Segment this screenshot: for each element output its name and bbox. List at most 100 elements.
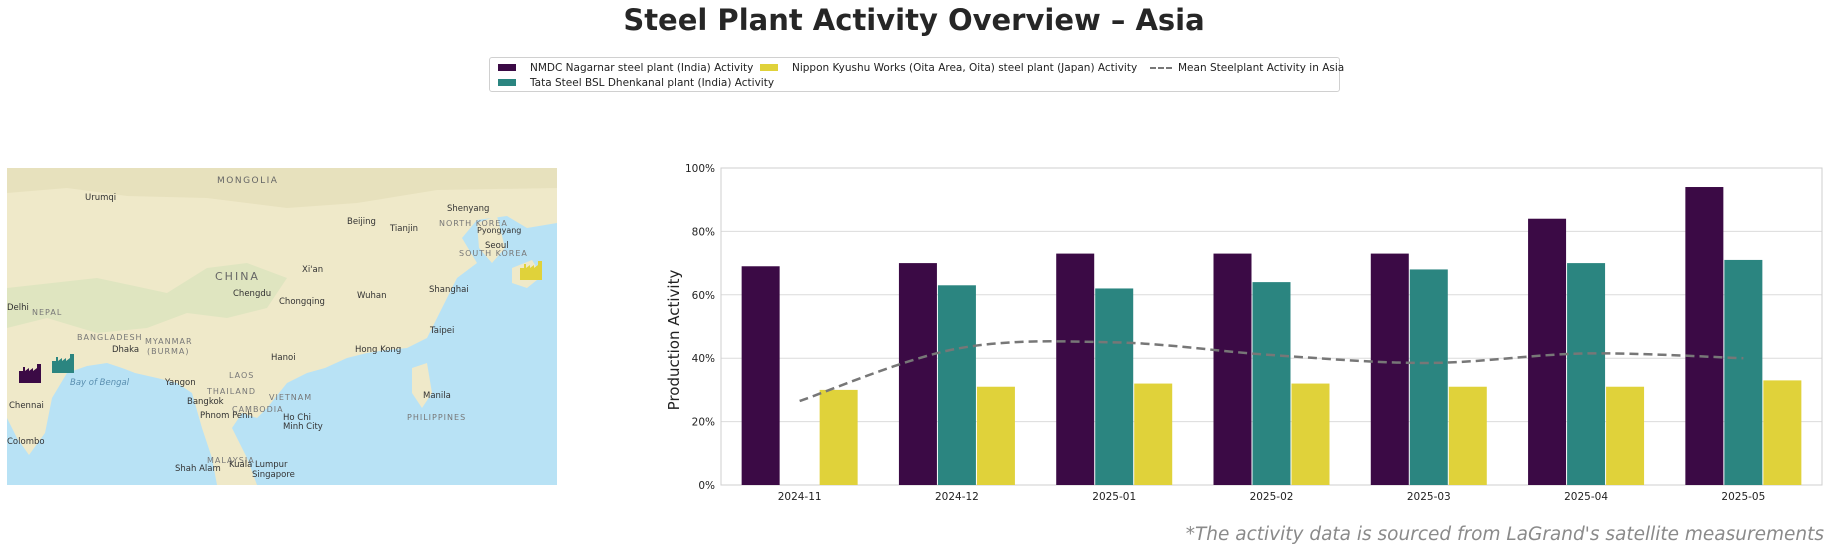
bar <box>1056 253 1095 485</box>
map-label-myanmar: MYANMAR <box>145 337 193 346</box>
map-label-chengdu: Chengdu <box>233 289 271 299</box>
factory-icon <box>520 261 542 280</box>
mountain-region <box>7 263 287 333</box>
y-tick-label: 40% <box>692 353 715 365</box>
y-axis-label: Production Activity <box>665 270 683 411</box>
bar <box>1448 386 1487 485</box>
bar <box>1291 383 1330 485</box>
map-label-seoul: Seoul <box>485 241 509 251</box>
bar <box>1528 218 1567 485</box>
map-label-shanghai: Shanghai <box>429 285 469 295</box>
map-canvas: MONGOLIA Urumqi Beijing Tianjin Shenyang… <box>7 168 557 485</box>
map-label-cambodia: CAMBODIA <box>232 405 284 414</box>
philippines-shape <box>412 363 432 408</box>
map-label-singapore: Singapore <box>252 470 295 480</box>
bars <box>741 187 1802 485</box>
map-label-minh-city: Minh City <box>283 422 323 432</box>
map-label-shah-alam: Shah Alam <box>175 464 221 474</box>
y-tick-label: 0% <box>698 480 715 492</box>
bar <box>1606 386 1645 485</box>
map-label-taipei: Taipei <box>429 326 454 336</box>
map-label-xian: Xi'an <box>302 265 323 275</box>
legend-swatch-nippon <box>760 64 778 71</box>
bar <box>1134 383 1173 485</box>
bar <box>1370 253 1409 485</box>
map-label-laos: LAOS <box>229 371 254 380</box>
map-label-hong-kong: Hong Kong <box>355 345 401 355</box>
y-tick-label: 60% <box>692 290 715 302</box>
factory-icon <box>19 364 41 383</box>
map-label-vietnam: VIETNAM <box>269 393 312 402</box>
map-label-beijing: Beijing <box>347 217 376 227</box>
mean-activity-line <box>799 340 1744 403</box>
legend-label-nippon: Nippon Kyushu Works (Oita Area, Oita) st… <box>792 62 1138 74</box>
chart-title: Steel Plant Activity Overview – Asia <box>623 3 1205 37</box>
map-label-north-korea: NORTH KOREA <box>439 219 508 228</box>
map-label-chongqing: Chongqing <box>279 297 325 307</box>
map-label-dhaka: Dhaka <box>112 345 139 355</box>
marker-nippon[interactable] <box>520 261 542 280</box>
legend-swatch-tata <box>498 79 516 86</box>
bar <box>1095 288 1134 485</box>
map-label-bangkok: Bangkok <box>187 397 224 407</box>
bar <box>1763 380 1802 485</box>
y-tick-label: 80% <box>692 226 715 238</box>
taiwan-shape <box>392 278 407 298</box>
x-tick-label: 2024-11 <box>778 491 822 503</box>
y-tick-label: 20% <box>692 417 715 429</box>
legend: NMDC Nagarnar steel plant (India) Activi… <box>489 57 1344 92</box>
map-label-wuhan: Wuhan <box>357 291 386 301</box>
mean-line-group <box>799 340 1744 403</box>
map-label-philippines: PHILIPPINES <box>407 413 466 422</box>
x-tick-labels: 2024-11 2024-12 2025-01 2025-02 2025-03 2025-… <box>778 491 1766 503</box>
map-label-phnom-penh: Phnom Penh <box>200 411 253 421</box>
y-tick-labels: 0% 20% 40% 60% 80% 100% <box>685 163 715 492</box>
map-label-bay-of-bengal: Bay of Bengal <box>70 378 130 388</box>
bar <box>1724 259 1763 485</box>
map-label-bangladesh: BANGLADESH <box>77 333 143 342</box>
x-tick-label: 2025-03 <box>1407 491 1451 503</box>
legend-label-nmdc: NMDC Nagarnar steel plant (India) Activi… <box>530 62 754 74</box>
bar <box>1213 253 1252 485</box>
map-label-ho-chi: Ho Chi <box>283 413 311 423</box>
land-mass <box>7 168 557 485</box>
map-label-china: CHINA <box>215 270 260 283</box>
bar <box>898 263 937 485</box>
map-label-manila: Manila <box>423 391 451 401</box>
map-label-chennai: Chennai <box>9 401 44 411</box>
map-label-hanoi: Hanoi <box>271 353 296 363</box>
footnote: *The activity data is sourced from LaGra… <box>1185 524 1824 545</box>
map-label-tianjin: Tianjin <box>389 224 418 234</box>
bar <box>1409 269 1448 485</box>
x-tick-label: 2025-05 <box>1721 491 1765 503</box>
map-label-burma: (BURMA) <box>147 347 190 356</box>
marker-tata[interactable] <box>52 354 74 373</box>
map-label-delhi: Delhi <box>7 303 29 313</box>
map-label-shenyang: Shenyang <box>447 204 489 214</box>
x-tick-label: 2025-04 <box>1564 491 1608 503</box>
legend-swatch-nmdc <box>498 64 516 71</box>
marker-nmdc[interactable] <box>19 364 41 383</box>
map-label-urumqi: Urumqi <box>85 193 116 203</box>
bar <box>741 266 780 485</box>
bar <box>819 389 858 485</box>
x-tick-label: 2024-12 <box>935 491 979 503</box>
asia-map: MONGOLIA Urumqi Beijing Tianjin Shenyang… <box>7 168 557 485</box>
legend-label-tata: Tata Steel BSL Dhenkanal plant (India) A… <box>530 77 775 89</box>
map-label-mongolia: MONGOLIA <box>217 176 278 186</box>
map-label-pyongyang: Pyongyang <box>477 226 521 235</box>
map-label-kuala-lumpur: Kuala Lumpur <box>229 460 288 470</box>
factory-icon <box>52 354 74 373</box>
x-tick-label: 2025-02 <box>1250 491 1294 503</box>
map-labels: MONGOLIA Urumqi Beijing Tianjin Shenyang… <box>7 176 528 480</box>
bar <box>976 386 1015 485</box>
bar <box>1685 187 1724 485</box>
x-tick-label: 2025-01 <box>1092 491 1136 503</box>
bar <box>1252 282 1291 485</box>
map-label-yangon: Yangon <box>164 378 196 388</box>
map-label-south-korea: SOUTH KOREA <box>459 249 528 258</box>
korea-shape <box>477 216 505 263</box>
map-label-thailand: THAILAND <box>206 387 256 396</box>
bar <box>937 285 976 485</box>
